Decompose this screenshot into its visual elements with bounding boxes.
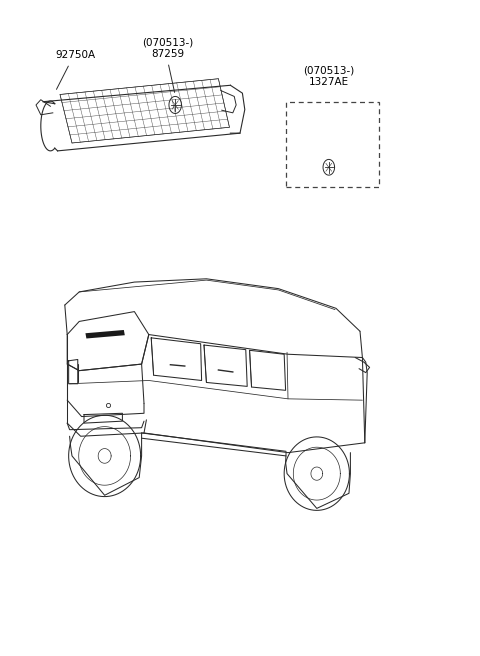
Text: (070513-)
87259: (070513-) 87259 [143, 37, 193, 59]
Polygon shape [85, 330, 125, 338]
Text: (070513-)
1327AE: (070513-) 1327AE [303, 66, 354, 87]
Text: 92750A: 92750A [55, 51, 96, 60]
